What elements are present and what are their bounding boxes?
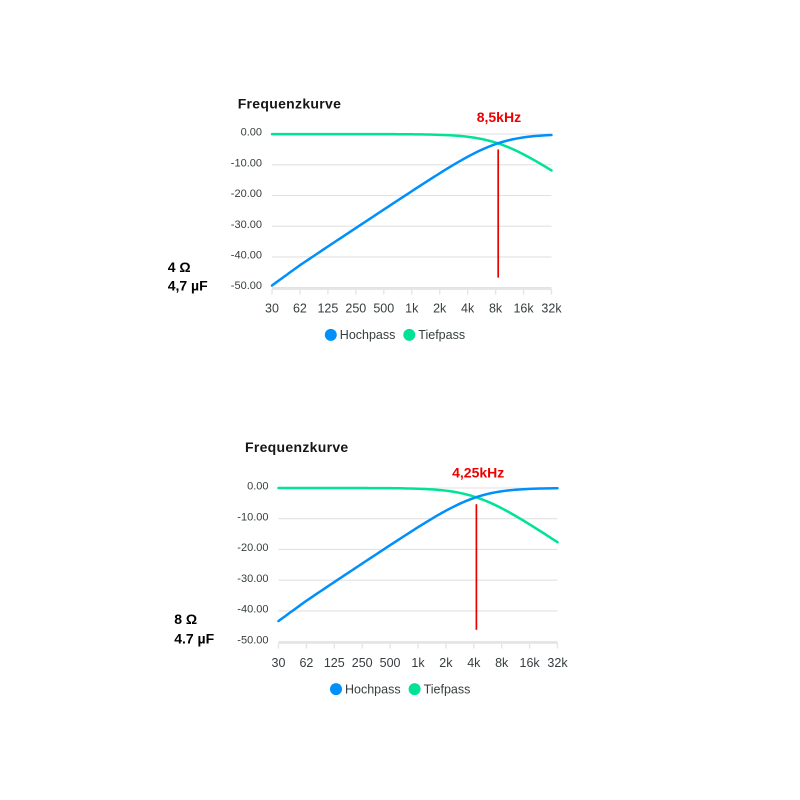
svg-text:Hochpass: Hochpass <box>345 682 401 696</box>
svg-text:2k: 2k <box>439 656 453 670</box>
svg-text:-30.00: -30.00 <box>237 573 268 585</box>
svg-text:Frequenzkurve: Frequenzkurve <box>238 96 342 112</box>
svg-text:30: 30 <box>265 302 279 316</box>
svg-text:4k: 4k <box>461 302 475 316</box>
svg-text:-40.00: -40.00 <box>237 604 268 616</box>
svg-text:32k: 32k <box>541 302 562 316</box>
svg-text:Tiefpass: Tiefpass <box>424 682 471 696</box>
svg-text:62: 62 <box>299 656 313 670</box>
svg-text:-10.00: -10.00 <box>237 511 268 523</box>
svg-text:32k: 32k <box>547 656 568 670</box>
svg-text:-30.00: -30.00 <box>231 219 262 231</box>
svg-text:1k: 1k <box>411 656 425 670</box>
svg-text:62: 62 <box>293 302 307 316</box>
svg-text:4,25kHz: 4,25kHz <box>452 465 504 481</box>
svg-text:250: 250 <box>345 302 366 316</box>
svg-text:1k: 1k <box>405 302 419 316</box>
svg-text:Hochpass: Hochpass <box>340 328 396 342</box>
svg-text:4 Ω: 4 Ω <box>168 259 191 275</box>
svg-text:Frequenzkurve: Frequenzkurve <box>245 439 349 455</box>
svg-text:8,5kHz: 8,5kHz <box>477 109 521 125</box>
svg-text:-20.00: -20.00 <box>237 542 268 554</box>
svg-text:500: 500 <box>380 656 401 670</box>
svg-text:125: 125 <box>317 302 338 316</box>
svg-text:-10.00: -10.00 <box>231 157 262 169</box>
svg-text:-20.00: -20.00 <box>231 188 262 200</box>
svg-text:4k: 4k <box>467 656 481 670</box>
svg-text:0.00: 0.00 <box>241 127 262 139</box>
svg-text:4,7 µF: 4,7 µF <box>168 278 208 294</box>
svg-text:16k: 16k <box>520 656 541 670</box>
svg-text:Tiefpass: Tiefpass <box>418 328 465 342</box>
svg-text:4.7 µF: 4.7 µF <box>174 631 214 647</box>
svg-text:250: 250 <box>352 656 373 670</box>
svg-text:30: 30 <box>272 656 286 670</box>
svg-text:500: 500 <box>373 302 394 316</box>
svg-text:0.00: 0.00 <box>247 481 268 493</box>
svg-text:125: 125 <box>324 656 345 670</box>
svg-text:16k: 16k <box>513 302 534 316</box>
svg-text:8k: 8k <box>495 656 509 670</box>
svg-text:-50.00: -50.00 <box>237 634 268 646</box>
svg-text:-50.00: -50.00 <box>231 280 262 292</box>
svg-text:2k: 2k <box>433 302 447 316</box>
svg-text:8k: 8k <box>489 302 503 316</box>
svg-text:-40.00: -40.00 <box>231 250 262 262</box>
svg-text:8 Ω: 8 Ω <box>174 611 197 627</box>
